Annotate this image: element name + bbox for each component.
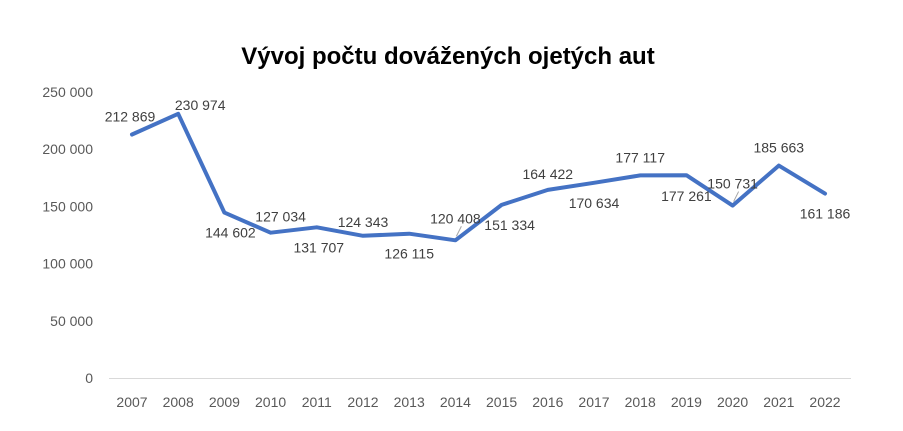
data-label: 177 261 — [661, 188, 712, 204]
data-label: 161 186 — [800, 206, 851, 222]
data-label: 185 663 — [753, 140, 804, 156]
x-tick-label: 2017 — [578, 394, 609, 410]
x-tick-label: 2008 — [163, 394, 194, 410]
data-label: 131 707 — [293, 239, 344, 255]
y-axis-ticks: 0 50 000 100 000 150 000 200 000 250 000 — [42, 84, 93, 386]
y-tick-label: 0 — [85, 370, 93, 386]
data-label: 144 602 — [205, 225, 256, 241]
x-tick-label: 2019 — [671, 394, 702, 410]
x-tick-label: 2022 — [809, 394, 840, 410]
x-tick-label: 2016 — [532, 394, 563, 410]
x-tick-label: 2020 — [717, 394, 748, 410]
y-tick-label: 200 000 — [42, 141, 93, 157]
chart-title: Vývoj počtu dovážených ojetých aut — [241, 43, 654, 70]
leader-line — [733, 191, 740, 202]
leader-line — [455, 226, 462, 237]
y-tick-label: 250 000 — [42, 84, 93, 100]
data-label: 164 422 — [522, 166, 573, 182]
x-tick-label: 2010 — [255, 394, 286, 410]
x-tick-label: 2014 — [440, 394, 471, 410]
x-tick-label: 2021 — [763, 394, 794, 410]
label-leader-lines — [455, 191, 740, 237]
x-tick-label: 2011 — [302, 394, 332, 410]
data-label: 126 115 — [384, 246, 434, 262]
data-label: 127 034 — [255, 209, 306, 225]
x-tick-label: 2009 — [209, 394, 240, 410]
x-tick-label: 2015 — [486, 394, 517, 410]
data-label: 212 869 — [105, 108, 156, 124]
x-tick-label: 2007 — [116, 394, 147, 410]
data-label: 170 634 — [569, 195, 620, 211]
x-tick-label: 2012 — [347, 394, 378, 410]
x-tick-label: 2018 — [625, 394, 656, 410]
data-label: 120 408 — [430, 210, 481, 226]
y-tick-label: 150 000 — [42, 198, 93, 214]
data-label: 124 343 — [338, 214, 389, 230]
y-tick-label: 100 000 — [42, 256, 93, 272]
x-axis-ticks: 2007 2008 2009 2010 2011 2012 2013 2014 2015 2016… — [116, 394, 840, 410]
data-label: 230 974 — [175, 97, 226, 113]
x-tick-label: 2013 — [394, 394, 425, 410]
series-line — [130, 111, 827, 243]
data-label: 150 731 — [707, 176, 758, 192]
data-label: 151 334 — [484, 217, 535, 233]
data-label: 177 117 — [615, 149, 665, 165]
y-tick-label: 50 000 — [50, 313, 93, 329]
